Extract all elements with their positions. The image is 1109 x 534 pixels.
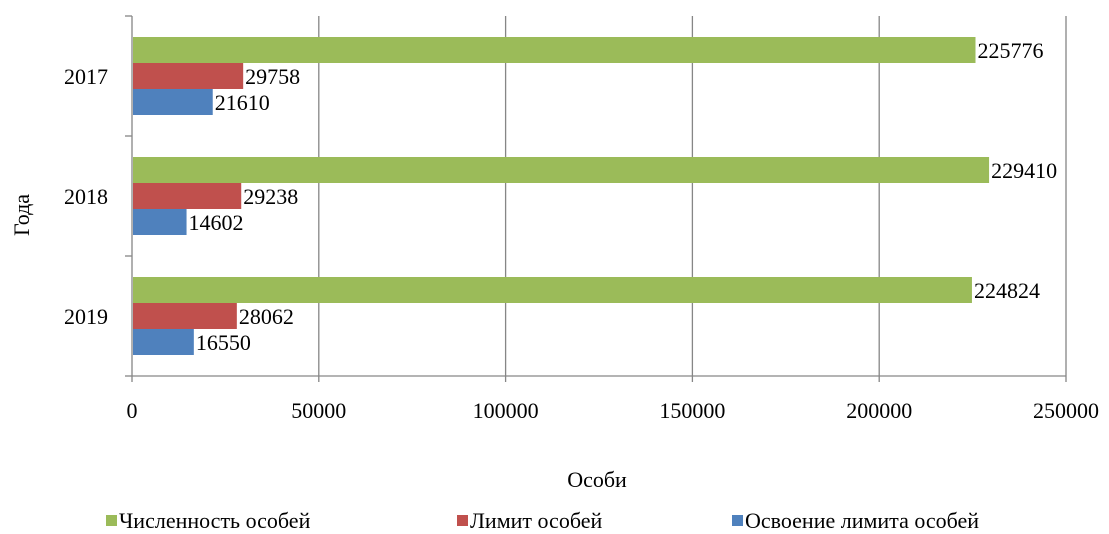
x-axis-title: Особи	[567, 467, 627, 492]
y-tick-labels: 2017 2018 2019	[64, 64, 108, 329]
data-label: 29238	[243, 184, 298, 209]
bar	[133, 209, 187, 235]
x-tick-label: 150000	[659, 398, 725, 423]
legend-swatch	[457, 515, 468, 526]
x-tick-label: 50000	[291, 398, 346, 423]
legend-swatch	[106, 515, 117, 526]
y-tick-label: 2019	[64, 304, 108, 329]
bars	[133, 37, 990, 355]
x-tick-label: 100000	[473, 398, 539, 423]
x-tick-label: 0	[127, 398, 138, 423]
data-label: 14602	[189, 210, 244, 235]
bar	[133, 183, 242, 209]
bar	[133, 37, 976, 63]
bar	[133, 89, 213, 115]
data-label: 225776	[977, 38, 1043, 63]
bar	[133, 277, 972, 303]
legend-label: Численность особей	[119, 508, 311, 533]
y-tick-label: 2017	[64, 64, 108, 89]
grid-lines	[318, 16, 1067, 376]
bar	[133, 63, 244, 89]
data-label: 224824	[974, 278, 1040, 303]
data-label: 229410	[991, 158, 1057, 183]
legend-label: Лимит особей	[470, 508, 602, 533]
data-label: 16550	[196, 330, 251, 355]
axes	[125, 15, 1067, 382]
y-tick-label: 2018	[64, 184, 108, 209]
data-label: 28062	[239, 304, 294, 329]
data-label: 21610	[215, 90, 270, 115]
y-axis-title: Года	[9, 194, 34, 236]
legend-label: Освоение лимита особей	[745, 508, 979, 533]
bar	[133, 303, 237, 329]
x-tick-label: 200000	[846, 398, 912, 423]
legend: Численность особей Лимит особей Освоение л…	[106, 508, 979, 533]
bar	[133, 157, 990, 183]
legend-swatch	[732, 515, 743, 526]
data-label: 29758	[245, 64, 300, 89]
x-tick-labels: 0 50000 100000 150000 200000 250000	[127, 398, 1100, 423]
bar	[133, 329, 194, 355]
x-tick-label: 250000	[1033, 398, 1099, 423]
